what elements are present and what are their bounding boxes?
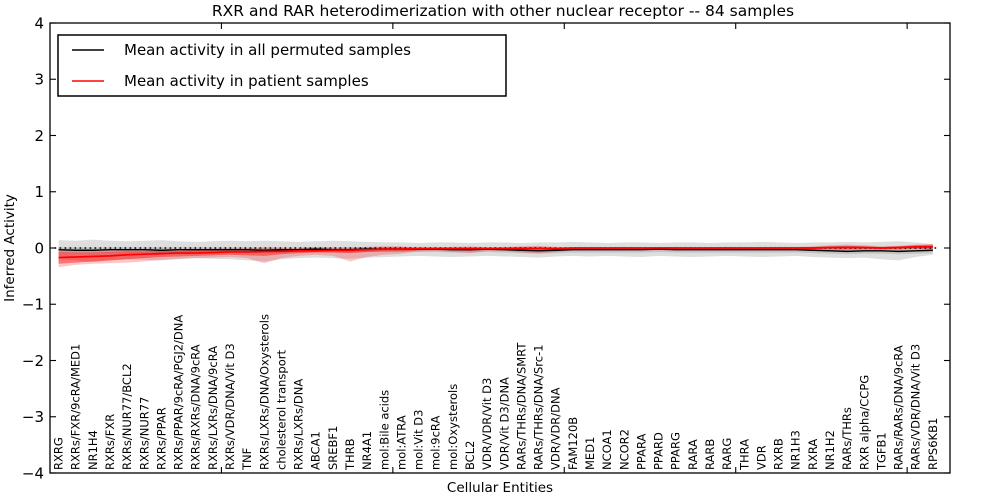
x-tick-label: THRA	[737, 439, 751, 471]
x-tick-label: RXRA	[806, 439, 820, 470]
x-tick-label: mol:ATRA	[394, 415, 408, 470]
x-tick-label: RXRB	[772, 438, 786, 470]
x-tick-label: mol:Vit D3	[412, 410, 426, 470]
x-tick-label: RXRs/PPAR/9cRA/PGJ2/DNA	[172, 315, 186, 470]
x-tick-label: SREBF1	[326, 426, 340, 470]
y-tick-labels: 4 3 2 1 0 −1 −2 −3 −4	[22, 14, 44, 482]
x-tick-label: RXR alpha/CCPG	[857, 375, 871, 470]
y-tick-label: 2	[34, 127, 44, 145]
x-tick-label: RXRs/LXRs/DNA/9cRA	[206, 346, 220, 470]
x-tick-label: RPS6KB1	[926, 418, 940, 470]
x-tick-label: RXRs/FXR	[103, 414, 117, 470]
chart-title: RXR and RAR heterodimerization with othe…	[212, 2, 794, 20]
x-tick-label: RXRs/LXRs/DNA/Oxysterols	[257, 314, 271, 470]
x-tick-label: VDR	[754, 445, 768, 470]
x-tick-labels: RXRG RXRs/FXR/9cRA/MED1 NR1H4 RXRs/FXR RXRs/…	[52, 314, 940, 471]
x-tick-label: RARA	[686, 439, 700, 470]
legend-label-permuted: Mean activity in all permuted samples	[124, 41, 411, 59]
y-tick-label: −4	[22, 464, 44, 482]
x-tick-label: RARs/RARs/DNA/9cRA	[892, 345, 906, 470]
x-axis-label: Cellular Entities	[447, 480, 553, 496]
x-tick-label: PPARA	[634, 433, 648, 470]
y-tick-label: −3	[22, 408, 44, 426]
x-tick-label: mol:Oxysterols	[446, 384, 460, 470]
legend: Mean activity in all permuted samples Me…	[57, 34, 507, 97]
x-tick-label: RARs/THRs/DNA/SMRT	[514, 342, 528, 470]
x-tick-label: FAM120B	[566, 417, 580, 470]
y-tick-label: 4	[34, 14, 44, 32]
y-tick-label: −2	[22, 352, 44, 370]
x-tick-label: RARB	[703, 439, 717, 470]
y-tick-label: 3	[34, 71, 44, 89]
plot-frame	[49, 22, 951, 474]
x-tick-label: TGFB1	[874, 432, 888, 471]
x-tick-label: NR1H2	[823, 430, 837, 470]
x-tick-label: VDR/VDR/DNA	[549, 387, 563, 470]
x-tick-label: mol:Bile acids	[377, 390, 391, 470]
x-tick-label: RXRs/RXRs/DNA/9cRA	[189, 344, 203, 470]
x-tick-label: cholesterol transport	[274, 350, 288, 470]
x-tick-label: NCOA1	[600, 429, 614, 470]
x-tick-label: THRB	[343, 438, 357, 471]
x-tick-label: RXRs/VDR/DNA/Vit D3	[223, 343, 237, 470]
x-tick-label: VDR/VDR/Vit D3	[480, 378, 494, 470]
x-tick-label: NR4A1	[360, 431, 374, 470]
x-tick-label: VDR/Vit D3/DNA	[497, 377, 511, 470]
legend-label-patient: Mean activity in patient samples	[124, 72, 369, 90]
x-tick-label: BCL2	[463, 441, 477, 470]
y-tick-label: 1	[34, 183, 44, 201]
x-tick-label: RXRs/FXR/9cRA/MED1	[69, 344, 83, 470]
permuted-outer-band	[58, 239, 933, 263]
patient-mean-line	[58, 246, 933, 259]
x-tick-label: mol:9cRA	[429, 416, 443, 470]
y-tick-label: 0	[34, 239, 44, 257]
x-tick-label: RXRs/LXRs/DNA	[292, 379, 306, 470]
x-tick-label: RXRG	[52, 437, 66, 470]
x-tick-label: ABCA1	[309, 431, 323, 470]
x-tick-label: RARs/VDR/DNA/Vit D3	[909, 344, 923, 470]
x-tick-label: MED1	[583, 437, 597, 470]
y-axis-label: Inferred Activity	[2, 194, 18, 302]
x-tick-label: RXRs/PPAR	[154, 407, 168, 470]
legend-box	[57, 34, 507, 97]
series-lines	[54, 246, 939, 259]
x-tick-label: NR1H3	[789, 430, 803, 470]
x-tick-label: NCOR2	[617, 429, 631, 470]
x-tick-label: NR1H4	[86, 430, 100, 470]
x-tick-label: RARG	[720, 438, 734, 470]
x-tick-label: TNF	[240, 448, 254, 471]
x-tick-label: RXRs/NUR77	[137, 397, 151, 470]
y-tick-label: −1	[22, 296, 44, 314]
x-tick-label: PPARG	[669, 432, 683, 470]
x-tick-label: RXRs/NUR77/BCL2	[120, 363, 134, 470]
x-tick-label: PPARD	[652, 432, 666, 470]
x-tick-label: RARs/THRs/DNA/Src-1	[532, 344, 546, 470]
x-tick-label: RARs/THRs	[840, 407, 854, 470]
